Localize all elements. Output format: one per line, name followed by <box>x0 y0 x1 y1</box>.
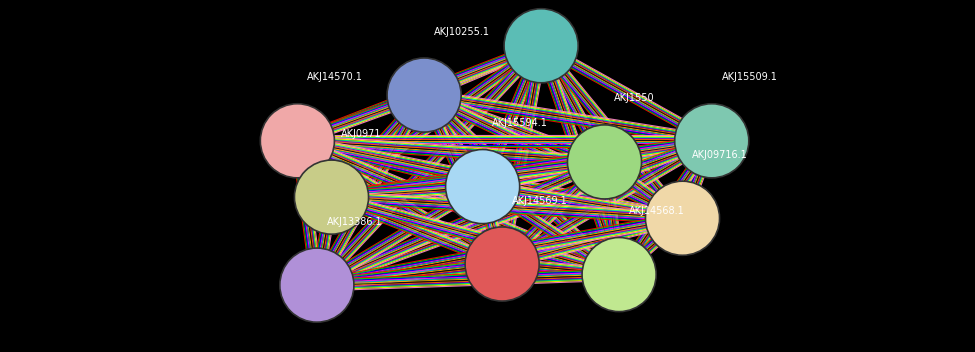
Text: AKJ1550: AKJ1550 <box>614 93 655 103</box>
Ellipse shape <box>294 160 369 234</box>
Ellipse shape <box>675 104 749 178</box>
Ellipse shape <box>582 238 656 312</box>
Ellipse shape <box>260 104 334 178</box>
Text: AKJ15509.1: AKJ15509.1 <box>722 72 777 82</box>
Ellipse shape <box>567 125 642 199</box>
Text: AKJ15594.1: AKJ15594.1 <box>492 118 548 128</box>
Text: AKJ14569.1: AKJ14569.1 <box>512 195 567 206</box>
Text: AKJ09716.1: AKJ09716.1 <box>692 150 748 160</box>
Text: AKJ13386.1: AKJ13386.1 <box>327 216 382 227</box>
Ellipse shape <box>465 227 539 301</box>
Text: AKJ10255.1: AKJ10255.1 <box>434 26 489 37</box>
Ellipse shape <box>446 150 520 224</box>
Text: AKJ14568.1: AKJ14568.1 <box>629 206 684 216</box>
Ellipse shape <box>387 58 461 132</box>
Text: AKJ0971: AKJ0971 <box>341 128 382 139</box>
Text: AKJ14570.1: AKJ14570.1 <box>307 72 363 82</box>
Ellipse shape <box>280 248 354 322</box>
Ellipse shape <box>504 9 578 83</box>
Ellipse shape <box>645 181 720 255</box>
